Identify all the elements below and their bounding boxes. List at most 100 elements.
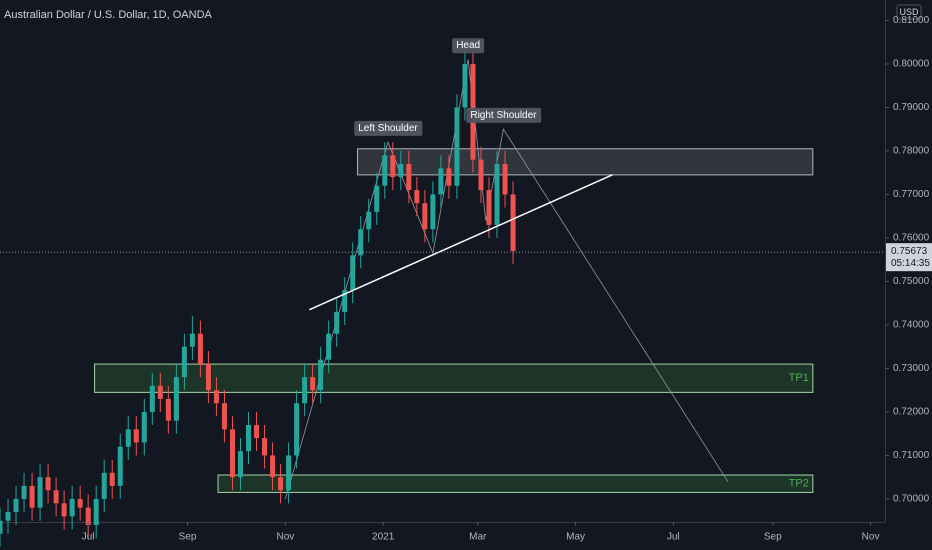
candle-body	[21, 485, 27, 499]
neckline	[309, 174, 613, 311]
candle-body	[69, 498, 75, 517]
currency-label: USD	[899, 7, 919, 17]
candle-body	[334, 311, 340, 334]
last-price-tag	[886, 243, 932, 272]
candle-body	[133, 429, 139, 443]
candle-body	[270, 455, 276, 478]
candle-body	[326, 333, 332, 360]
candle-body	[486, 190, 492, 225]
candle-body	[246, 424, 252, 452]
candle-body	[318, 359, 324, 391]
candle-body	[61, 503, 67, 517]
y-tick-label: 0.78000	[893, 146, 930, 157]
candle-body	[414, 190, 420, 204]
candle-body	[29, 485, 35, 508]
x-tick-label: Nov	[276, 532, 294, 543]
candle-body	[213, 390, 219, 404]
candle-body	[390, 155, 396, 178]
zone	[94, 363, 814, 393]
candle-body	[422, 203, 428, 230]
pattern-label: Right Shoulder	[470, 110, 537, 121]
chart-title: Australian Dollar / U.S. Dollar, 1D, OAN…	[4, 9, 213, 21]
y-tick-label: 0.75000	[893, 276, 930, 287]
y-tick-label: 0.73000	[893, 363, 930, 374]
x-tick-label: Nov	[862, 532, 880, 543]
candle-body	[5, 511, 11, 521]
candle-body	[342, 290, 348, 312]
candle-body	[229, 429, 235, 478]
candle-body	[494, 163, 500, 225]
candle-body	[45, 477, 51, 491]
candle-body	[510, 194, 516, 251]
candle-body	[13, 498, 19, 512]
candle-body	[454, 107, 460, 186]
candle-body	[446, 168, 452, 186]
candle-body	[358, 229, 364, 256]
candle-body	[205, 364, 211, 391]
candle-body	[173, 377, 179, 421]
candle-body	[374, 185, 380, 212]
candle-body	[37, 477, 43, 508]
y-tick-label: 0.71000	[893, 450, 930, 461]
pattern-label: Head	[456, 40, 480, 51]
y-tick-label: 0.72000	[893, 407, 930, 418]
x-tick-label: 2021	[372, 532, 395, 543]
y-tick-label: 0.77000	[893, 189, 930, 200]
y-tick-label: 0.74000	[893, 320, 930, 331]
candle-body	[462, 63, 468, 108]
x-tick-label: May	[566, 532, 585, 543]
candle-body	[101, 472, 107, 499]
candle-body	[366, 211, 372, 230]
candle-body	[350, 255, 356, 291]
candle-body	[254, 424, 260, 439]
zone-label: TP1	[789, 372, 809, 384]
y-tick-label: 0.80000	[893, 59, 930, 70]
y-tick-label: 0.79000	[893, 102, 930, 113]
candle-body	[382, 155, 388, 186]
candle-body	[302, 377, 308, 404]
candle-body	[262, 438, 268, 456]
pattern-label-box	[452, 38, 485, 54]
candle-body	[502, 163, 508, 195]
candle-body	[310, 377, 316, 391]
pattern-label-box	[354, 120, 423, 136]
candle-body	[0, 520, 3, 534]
candle-body	[181, 346, 187, 378]
candle-body	[438, 168, 444, 195]
x-tick-label: Jul	[667, 532, 680, 543]
zone	[217, 474, 814, 493]
pattern-line	[284, 59, 729, 500]
x-tick-label: Mar	[469, 532, 487, 543]
plot-area: TP1 TP2	[0, 50, 814, 547]
candle-body	[237, 451, 243, 478]
last-price-label: 0.75673	[891, 246, 928, 257]
candle-body	[406, 163, 412, 191]
y-tick-label: 0.76000	[893, 233, 930, 244]
candle-body	[197, 333, 203, 365]
currency-box[interactable]	[896, 4, 922, 20]
candle-body	[85, 507, 91, 526]
candle-body	[117, 446, 123, 486]
candle-body	[278, 477, 284, 491]
candle-body	[77, 498, 83, 508]
candle-body	[109, 472, 115, 486]
pattern-label-box	[466, 107, 542, 123]
zone-label: TP2	[789, 478, 809, 490]
candle-body	[157, 385, 163, 399]
candle-body	[149, 385, 155, 412]
x-tick-label: Sep	[179, 532, 197, 543]
candle-body	[286, 455, 292, 491]
candle-body	[294, 403, 300, 456]
x-tick-label: Sep	[764, 532, 782, 543]
y-tick-label: 0.81000	[893, 15, 930, 26]
candle-body	[93, 498, 99, 526]
candle-body	[398, 163, 404, 178]
candle-body	[141, 411, 147, 443]
candle-body	[165, 398, 171, 421]
candle-body	[53, 490, 59, 504]
x-tick-label: Jul	[82, 532, 95, 543]
candle-body	[189, 333, 195, 347]
candle-body	[221, 403, 227, 430]
